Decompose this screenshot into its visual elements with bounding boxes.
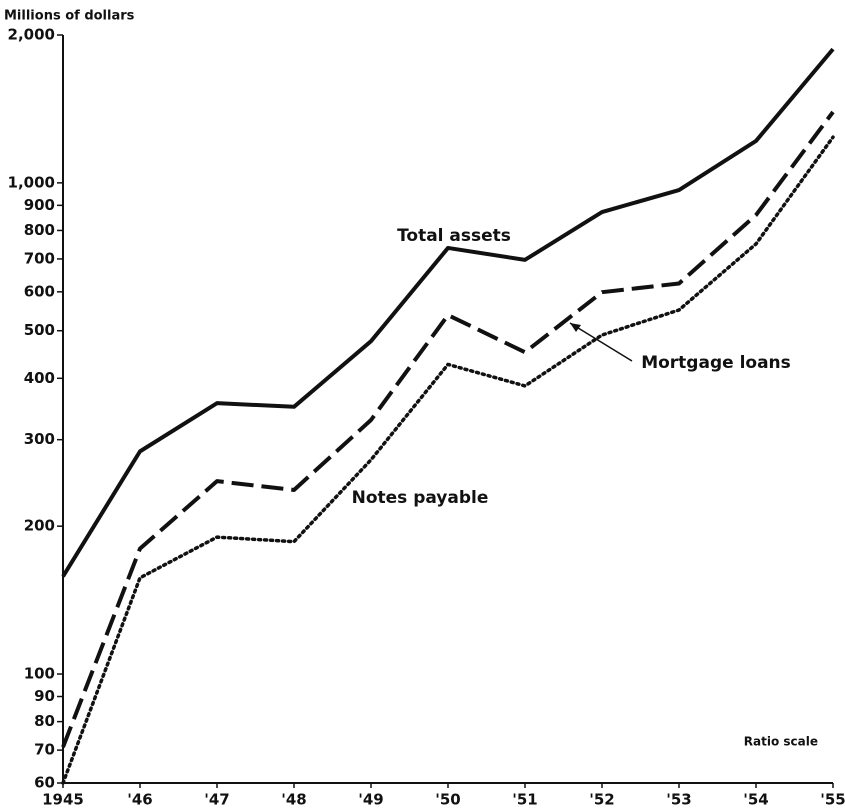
y-axis-label: Millions of dollars [4,9,135,24]
series-label: Notes payable [352,488,489,508]
x-tick-label: '51 [512,791,537,809]
y-tick-label: 300 [24,430,55,448]
x-tick-label: '53 [666,791,691,809]
arrow-head [570,323,581,332]
y-tick-label: 200 [24,517,55,535]
series-line [61,135,835,785]
y-tick-label: 90 [34,687,55,705]
y-tick-label: 900 [24,196,55,214]
series-label: Mortgage loans [641,353,791,373]
x-tick-label: '54 [743,791,768,809]
y-tick-label: 700 [24,249,55,267]
x-tick-label: '48 [281,791,306,809]
x-tick-label: '52 [589,791,614,809]
x-tick-label: '49 [358,791,383,809]
y-tick-label: 70 [34,741,55,759]
y-tick-label: 600 [24,282,55,300]
scale-note: Ratio scale [744,735,818,749]
y-tick-label: 100 [24,665,55,683]
x-tick-label: 1945 [42,791,84,809]
y-tick-label: 400 [24,369,55,387]
x-tick-label: '46 [127,791,152,809]
y-tick-label: 2,000 [8,26,55,44]
series-line [61,47,835,578]
x-tick-label: '50 [435,791,460,809]
series-line [61,110,835,748]
x-tick-label: '55 [820,791,845,809]
x-tick-label: '47 [204,791,229,809]
series-label: Total assets [397,226,511,246]
annotation-arrow [569,322,633,362]
y-tick-label: 800 [24,221,55,239]
y-tick-label: 1,000 [8,173,55,191]
y-tick-label: 60 [34,774,55,792]
y-tick-label: 80 [34,712,55,730]
y-tick-label: 500 [24,321,55,339]
